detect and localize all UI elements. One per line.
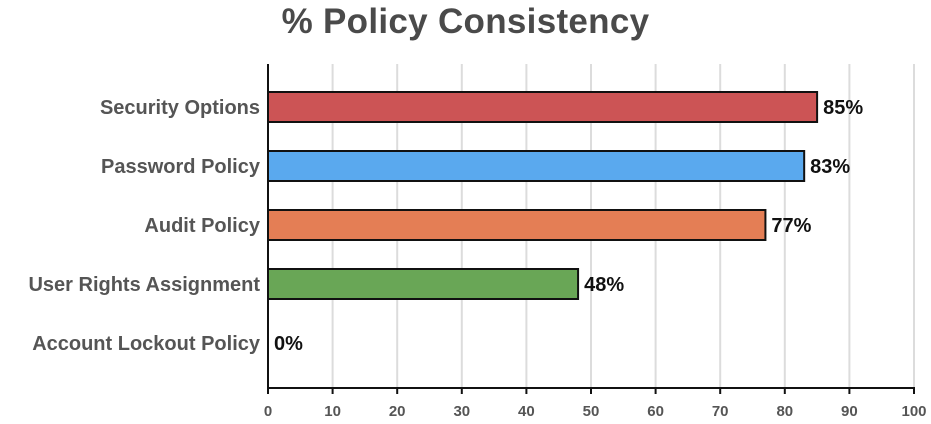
x-tick-label: 70	[712, 403, 729, 420]
x-tick-label: 0	[264, 403, 272, 420]
x-tick-label: 50	[583, 403, 600, 420]
data-label: 48%	[584, 274, 624, 296]
x-tick-label: 40	[518, 403, 535, 420]
x-tick-label: 100	[901, 403, 926, 420]
bar	[267, 268, 580, 300]
category-label: Security Options	[100, 97, 260, 119]
x-tick-label: 30	[453, 403, 470, 420]
data-label: 77%	[771, 215, 811, 237]
data-label: 83%	[810, 156, 850, 178]
x-tick-label: 80	[776, 403, 793, 420]
category-label: Account Lockout Policy	[32, 333, 261, 355]
category-label: Password Policy	[101, 156, 261, 178]
data-label: 85%	[823, 97, 863, 119]
x-tick-label: 90	[841, 403, 858, 420]
bar	[267, 150, 806, 182]
x-tick-label: 60	[647, 403, 664, 420]
data-label: 0%	[274, 333, 303, 355]
bar	[267, 91, 819, 123]
category-label: User Rights Assignment	[28, 274, 260, 296]
chart-title: % Policy Consistency	[281, 2, 650, 41]
bar	[267, 209, 767, 241]
x-tick-label: 20	[389, 403, 406, 420]
category-label: Audit Policy	[144, 215, 260, 237]
x-tick-label: 10	[324, 403, 341, 420]
